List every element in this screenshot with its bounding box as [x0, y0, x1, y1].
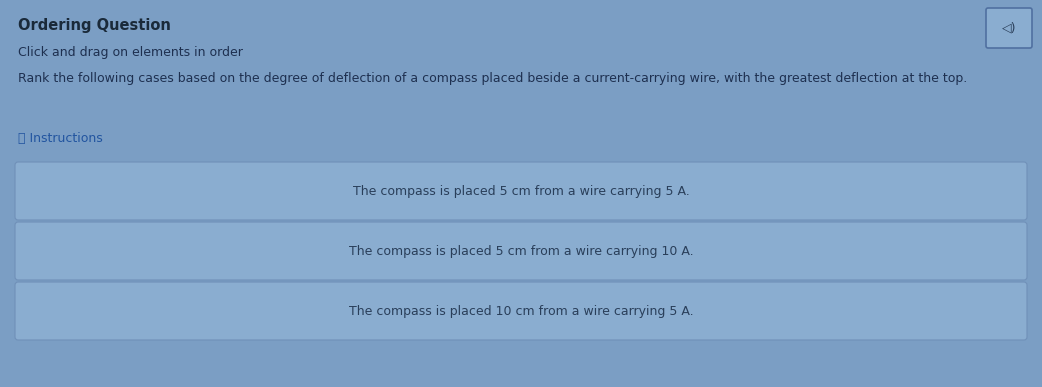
FancyBboxPatch shape — [15, 282, 1027, 340]
FancyBboxPatch shape — [15, 222, 1027, 280]
Text: Click and drag on elements in order: Click and drag on elements in order — [18, 46, 243, 59]
Text: ◁): ◁) — [1001, 22, 1016, 34]
Text: Rank the following cases based on the degree of deflection of a compass placed b: Rank the following cases based on the de… — [18, 72, 967, 85]
Text: The compass is placed 5 cm from a wire carrying 10 A.: The compass is placed 5 cm from a wire c… — [349, 245, 693, 257]
Text: Ordering Question: Ordering Question — [18, 18, 171, 33]
Text: The compass is placed 5 cm from a wire carrying 5 A.: The compass is placed 5 cm from a wire c… — [352, 185, 690, 197]
FancyBboxPatch shape — [15, 162, 1027, 220]
Text: The compass is placed 10 cm from a wire carrying 5 A.: The compass is placed 10 cm from a wire … — [349, 305, 693, 317]
Text: ⓘ Instructions: ⓘ Instructions — [18, 132, 103, 145]
FancyBboxPatch shape — [986, 8, 1032, 48]
